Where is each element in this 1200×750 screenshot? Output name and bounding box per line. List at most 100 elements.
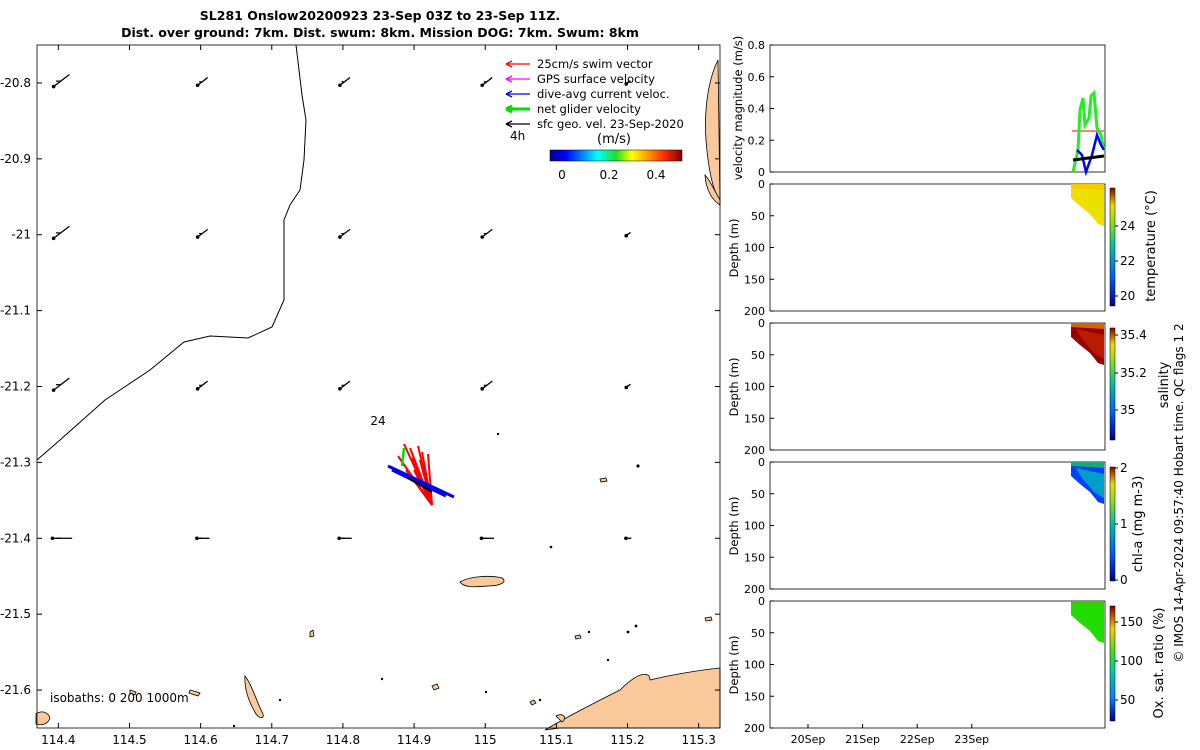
oxygen-label: Ox. sat. ratio (%) — [1152, 608, 1167, 719]
colorbar-tick-label: 50 — [1120, 693, 1135, 707]
coastline — [36, 44, 307, 461]
depth-y-tick-label: 200 — [744, 444, 765, 457]
legend-label: dive-avg current veloc. — [537, 87, 670, 101]
velocity-y-tick-label: 0.6 — [748, 71, 766, 84]
depth-y-tick-label: 200 — [744, 583, 765, 596]
depth-panel: 0 50 100 150 200 Depth (m) — [727, 317, 1106, 457]
legend-label: GPS surface velocity — [537, 72, 655, 86]
depth-y-tick-label: 0 — [758, 595, 765, 608]
colorbar-tick-label: 1 — [1120, 517, 1128, 531]
colorbar-tick-label: 0.4 — [646, 168, 665, 182]
map-x-tick-label: 115 — [474, 733, 497, 747]
depth-ylabel: Depth (m) — [727, 219, 741, 278]
sfc-vector — [50, 536, 73, 541]
scale-label: 4h — [510, 129, 525, 143]
oxygen-colorbar — [1109, 605, 1116, 722]
time-tick-label: 23Sep — [954, 733, 989, 746]
footer-credit: © IMOS 14-Apr-2024 09:57:40 Hobart time.… — [1172, 323, 1186, 662]
legend-entry: net glider velocity — [505, 102, 641, 116]
isobaths-label: isobaths: 0 200 1000m — [50, 691, 189, 705]
colorbar-tick-label: 100 — [1120, 654, 1143, 668]
legend-entry: GPS surface velocity — [505, 72, 655, 86]
map-axes: 24 114.4 114.5 114.6 114.7 114.8 114.9 115 115.… — [0, 44, 721, 747]
islands — [35, 59, 721, 731]
depth-y-tick-label: 150 — [744, 273, 765, 286]
glider-vectors — [387, 443, 455, 506]
sfc-vector — [479, 536, 495, 541]
time-axis-ticks: 20Sep 21Sep 22Sep 23Sep — [791, 724, 989, 746]
depth-y-tick-label: 50 — [751, 349, 765, 362]
colorbar-title: (m/s) — [597, 132, 631, 147]
colorbar-tick-label: 0.2 — [599, 168, 618, 182]
depth-ylabel: Depth (m) — [727, 358, 741, 417]
map-y-tick-label: -20.9 — [0, 152, 31, 166]
time-tick-label: 22Sep — [900, 733, 935, 746]
map-y-tick-label: -21.1 — [0, 304, 31, 318]
salinity-colorbar — [1109, 327, 1116, 441]
depth-y-tick-label: 100 — [744, 659, 765, 672]
legend-entry: 25cm/s swim vector — [505, 57, 653, 71]
sfc-vector — [480, 77, 493, 88]
depth-panel: 0 50 100 150 200 Depth (m) — [727, 456, 1106, 596]
legend-label: net glider velocity — [537, 102, 641, 116]
sfc-vector — [195, 77, 209, 88]
sfc-vector — [338, 228, 351, 239]
surface-geostrophic-vectors — [50, 73, 632, 541]
velocity-y-tick-label: 0 — [758, 166, 765, 179]
colorbar-tick-label: 0 — [558, 168, 566, 182]
chla-colorbar — [1109, 466, 1116, 582]
depth-y-tick-label: 150 — [744, 690, 765, 703]
sfc-vector — [338, 77, 351, 88]
map-x-tick-label: 114.4 — [41, 733, 75, 747]
sfc-vector — [480, 228, 493, 239]
sfc-vector — [624, 80, 631, 86]
map-y-tick-label: -21.3 — [0, 455, 31, 469]
time-tick-label: 20Sep — [791, 733, 826, 746]
colorbar-tick-label: 20 — [1120, 289, 1135, 303]
map-frame — [36, 44, 721, 729]
map-x-tick-label: 114.8 — [326, 733, 360, 747]
small-islets — [232, 432, 640, 728]
colorbar-tick-label: 22 — [1120, 254, 1135, 268]
sfc-vector — [624, 383, 631, 390]
velocity-panel: 0 0.2 0.4 0.6 0.8 velocity magnitude (m/s) — [731, 36, 1106, 181]
map-x-tick-label: 114.6 — [183, 733, 217, 747]
sfc-vector — [195, 228, 209, 239]
map-x-tick-label: 115.3 — [681, 733, 715, 747]
depth-panel: 0 50 100 150 200 Depth (m) — [727, 178, 1106, 318]
map-x-tick-label: 114.7 — [255, 733, 289, 747]
sfc-vector — [337, 536, 352, 541]
velocity-y-tick-label: 0.2 — [748, 134, 766, 147]
map-x-tick-label: 114.5 — [112, 733, 146, 747]
depth-panels: 0 50 100 150 200 Depth (m) 0 50 100 150 200 Depth (… — [727, 178, 1106, 735]
depth-y-tick-label: 50 — [751, 627, 765, 640]
chla-label: chl-a (mg m-3) — [1131, 476, 1146, 573]
salinity-label: salinity — [1157, 361, 1172, 408]
depth-y-tick-label: 100 — [744, 520, 765, 533]
depth-ylabel: Depth (m) — [727, 636, 741, 695]
speed-colorbar — [549, 149, 683, 162]
map-y-tick-label: -21.4 — [0, 531, 31, 545]
depth-y-tick-label: 50 — [751, 210, 765, 223]
sfc-vector — [51, 377, 70, 392]
temperature-colorbar — [1109, 187, 1116, 307]
legend-entry: dive-avg current veloc. — [505, 87, 670, 101]
sfc-vector — [624, 231, 631, 238]
velocity-ylabel: velocity magnitude (m/s) — [731, 36, 745, 181]
colorbar-tick-label: 150 — [1120, 615, 1143, 629]
velocity-y-tick-label: 0.4 — [748, 103, 766, 116]
sfc-vector — [51, 225, 70, 241]
map-y-ticks: -20.8 -20.9 -21 -21.1 -21.2 -21.3 -21.4 -21.5 -2… — [0, 76, 720, 697]
velocity-y-tick-label: 0.8 — [748, 39, 766, 52]
depth-y-tick-label: 100 — [744, 242, 765, 255]
map-y-tick-label: -21 — [11, 228, 31, 242]
legend-label: sfc geo. vel. 23-Sep-2020 — [537, 117, 684, 131]
colorbar-tick-label: 0 — [1120, 573, 1128, 587]
colorbar-tick-label: 24 — [1120, 219, 1135, 233]
map-y-tick-label: -21.2 — [0, 380, 31, 394]
map-x-tick-label: 114.9 — [397, 733, 431, 747]
map-x-tick-label: 115.2 — [610, 733, 644, 747]
chart-title-line2: Dist. over ground: 7km. Dist. swum: 8km.… — [121, 25, 639, 40]
day-label: 24 — [370, 414, 385, 428]
